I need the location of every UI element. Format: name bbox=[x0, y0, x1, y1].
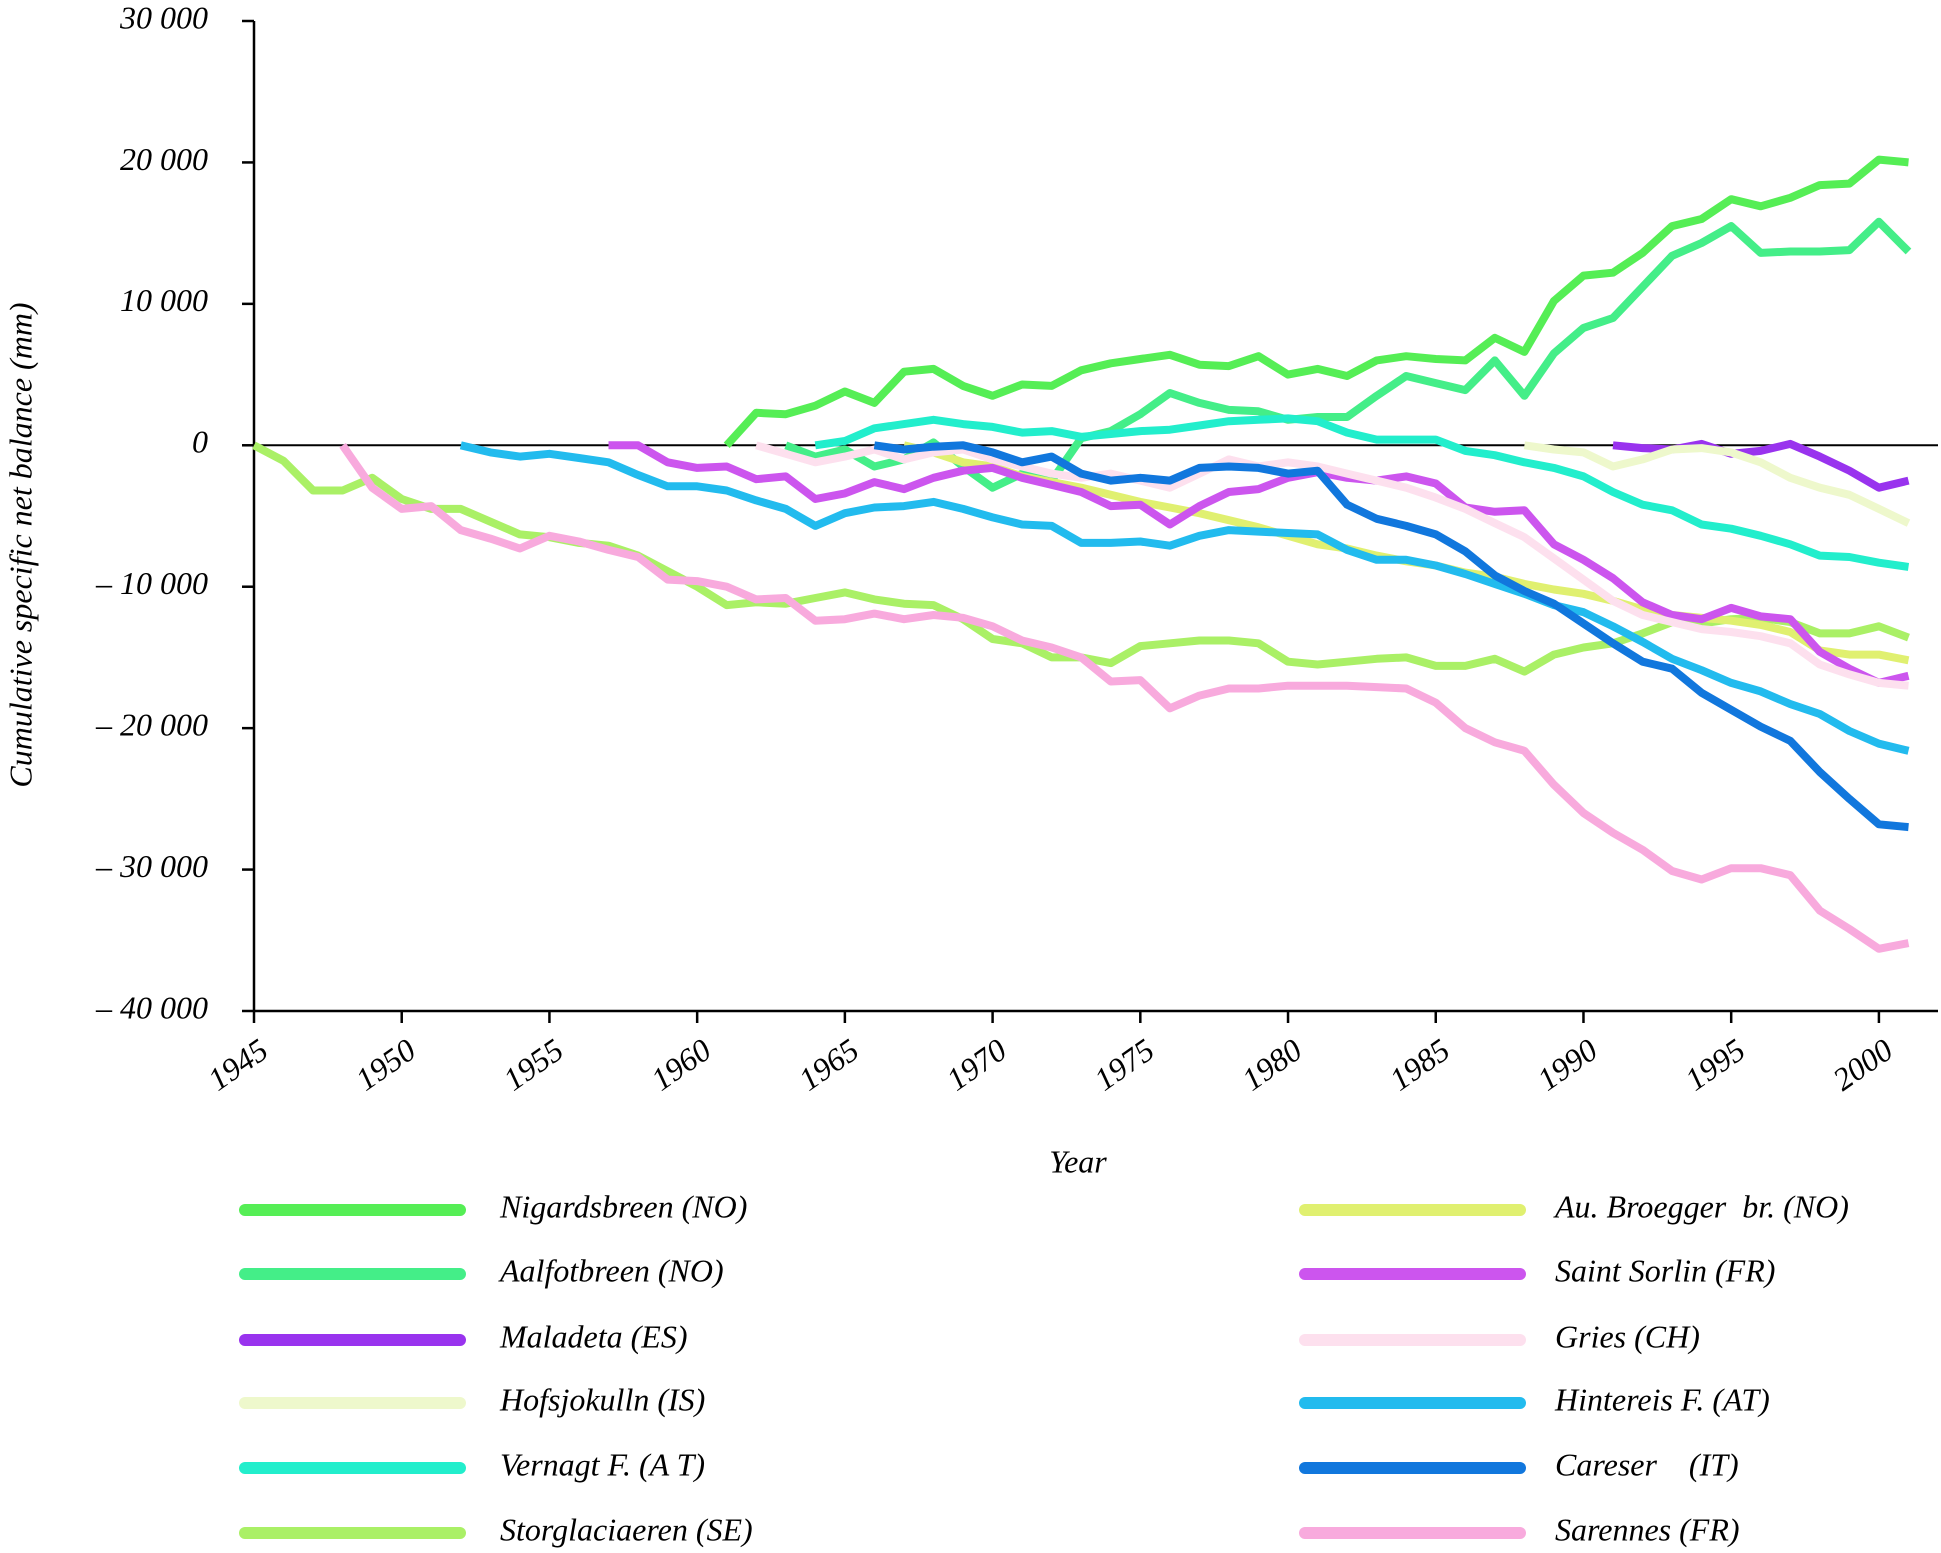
y-tick-label: 30 000 bbox=[119, 0, 208, 35]
y-tick-label: – 30 000 bbox=[95, 848, 208, 884]
x-tick-label: 1995 bbox=[1678, 1031, 1751, 1097]
x-tick-label: 1945 bbox=[201, 1031, 274, 1097]
x-tick-label: 1990 bbox=[1531, 1031, 1604, 1097]
legend-label: Storglaciaeren (SE) bbox=[500, 1511, 753, 1547]
legend-label: Maladeta (ES) bbox=[499, 1318, 688, 1354]
x-axis-title: Year bbox=[1049, 1143, 1107, 1179]
x-tick-label: 1960 bbox=[644, 1031, 717, 1097]
y-tick-label: 20 000 bbox=[120, 141, 208, 177]
series-line bbox=[339, 443, 1910, 953]
y-tick-label: – 20 000 bbox=[95, 706, 208, 742]
y-tick-label: – 10 000 bbox=[95, 565, 208, 601]
y-tick-label: – 40 000 bbox=[95, 989, 208, 1025]
legend-label: Au. Broegger br. (NO) bbox=[1553, 1188, 1849, 1224]
series-line bbox=[873, 441, 1909, 832]
legend-label: Saint Sorlin (FR) bbox=[1555, 1252, 1775, 1288]
x-tick-label: 1950 bbox=[349, 1031, 422, 1097]
y-tick-label: 0 bbox=[192, 424, 208, 460]
x-tick-label: 1975 bbox=[1087, 1031, 1160, 1097]
legend-label: Nigardsbreen (NO) bbox=[499, 1188, 747, 1224]
y-tick-label: 10 000 bbox=[120, 282, 208, 318]
legend-label: Careser (IT) bbox=[1555, 1446, 1739, 1482]
x-tick-label: 1980 bbox=[1235, 1031, 1308, 1097]
x-tick-label: 1965 bbox=[792, 1031, 865, 1097]
legend-label: Sarennes (FR) bbox=[1555, 1511, 1740, 1547]
series-line bbox=[755, 441, 1909, 690]
legend-label: Gries (CH) bbox=[1555, 1318, 1700, 1354]
x-tick-label: 1955 bbox=[497, 1031, 570, 1097]
legend-label: Hintereis F. (AT) bbox=[1554, 1381, 1770, 1417]
x-tick-label: 2000 bbox=[1826, 1031, 1899, 1097]
series-line bbox=[459, 441, 1910, 755]
legend-label: Aalfotbreen (NO) bbox=[498, 1252, 724, 1288]
series-line bbox=[723, 155, 1909, 448]
x-tick-label: 1985 bbox=[1383, 1031, 1456, 1097]
series-line bbox=[1523, 441, 1911, 527]
legend-label: Hofsjokulln (IS) bbox=[499, 1381, 705, 1417]
series-line bbox=[814, 414, 1910, 571]
x-tick-label: 1970 bbox=[940, 1031, 1013, 1097]
y-axis-title: Cumulative specific net balance (mm) bbox=[2, 302, 38, 787]
legend-label: Vernagt F. (A T) bbox=[500, 1446, 705, 1482]
series-line bbox=[608, 441, 1910, 687]
